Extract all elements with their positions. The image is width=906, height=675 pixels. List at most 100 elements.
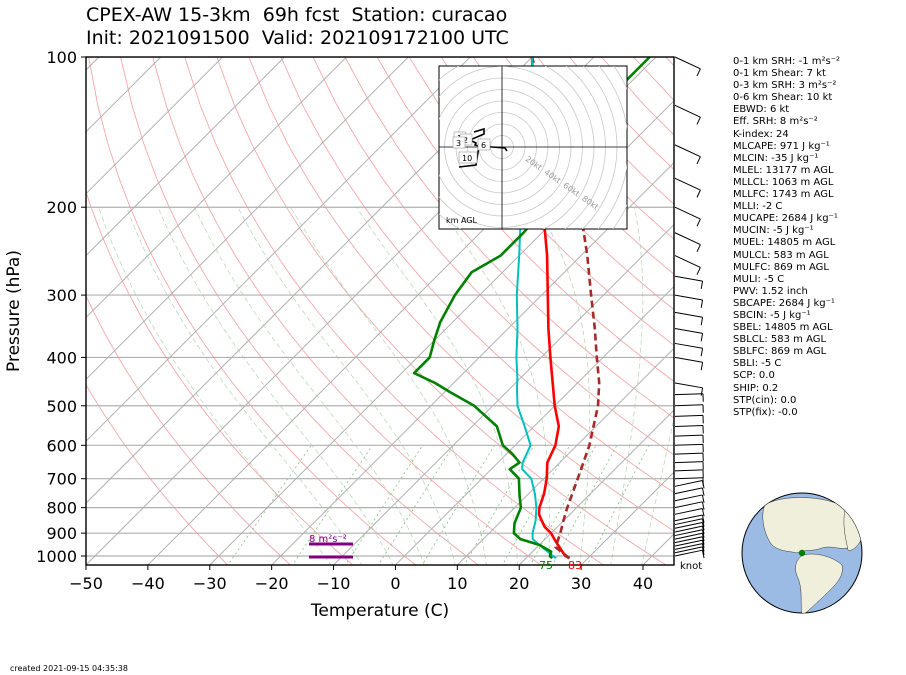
x-tick-label: 20 xyxy=(509,574,529,593)
y-tick-label: 200 xyxy=(46,198,77,217)
wind-barb xyxy=(674,518,705,527)
wind-barb xyxy=(674,514,705,523)
plot-frame xyxy=(85,56,675,566)
parameter-line: SBLCL: 583 m AGL xyxy=(733,334,827,346)
y-tick-label: 400 xyxy=(46,348,77,367)
parameter-line: PWV: 1.52 inch xyxy=(733,285,808,297)
hodograph-label: km AGL xyxy=(446,216,478,225)
wind-barb xyxy=(674,536,705,545)
moist-adiabat-line xyxy=(290,206,487,565)
dry-adiabat-line xyxy=(88,57,417,565)
parameter-line: MLEL: 13177 m AGL xyxy=(733,164,834,176)
isotherm-line xyxy=(209,100,674,565)
wind-barb xyxy=(674,404,704,413)
parameters-list: 0-1 km SRH: -1 m²s⁻² 0-1 km Shear: 7 kt 0-… xyxy=(733,56,840,419)
parameter-line: EBWD: 6 kt xyxy=(733,104,790,116)
dry-adiabat-line xyxy=(86,383,229,565)
parameter-line: MULFC: 869 m AGL xyxy=(733,261,829,273)
wind-barb xyxy=(674,414,704,424)
parameter-line: MULCL: 583 m AGL xyxy=(733,249,829,261)
moist-adiabat-line xyxy=(98,207,332,565)
parameter-line: SBEL: 14805 m AGL xyxy=(733,322,833,334)
wind-barb xyxy=(674,469,704,478)
y-axis-label: Pressure (hPa) xyxy=(4,250,24,372)
wind-barb xyxy=(674,311,704,326)
station-marker xyxy=(798,549,806,557)
parameter-line: 0-3 km SRH: 3 m²s⁻² xyxy=(733,80,837,92)
wind-barb xyxy=(674,543,705,552)
wind-barb xyxy=(674,525,705,535)
parameter-line: K-index: 24 xyxy=(733,128,789,140)
y-tick-label: 1000 xyxy=(36,547,77,566)
isotherm-line xyxy=(86,57,409,381)
wind-barb xyxy=(674,294,704,308)
wind-barb xyxy=(674,546,705,555)
moist-adiabat-line xyxy=(610,207,644,565)
x-axis-label: Temperature (C) xyxy=(310,601,449,621)
mixing-ratio-line xyxy=(292,445,373,565)
wind-barb xyxy=(674,521,705,531)
wind-barb xyxy=(674,443,704,453)
parameter-line: SBCIN: -5 J kg⁻¹ xyxy=(733,309,811,321)
mixing-ratio-line xyxy=(345,445,423,565)
dry-adiabat-line xyxy=(152,57,542,565)
dry-adiabat-line xyxy=(472,57,674,275)
temperature-surface-label: 83 xyxy=(568,559,582,572)
isotherm-line xyxy=(270,161,674,565)
x-tick-label: −10 xyxy=(317,574,351,593)
isotherm-line xyxy=(518,409,674,565)
moist-adiabat-line xyxy=(438,206,550,565)
parameter-line: MLCAPE: 971 J kg⁻¹ xyxy=(733,140,830,152)
wind-barb xyxy=(674,477,704,486)
hodograph-height-box xyxy=(458,151,478,164)
dry-adiabat-line xyxy=(86,190,354,565)
parameter-line: MUEL: 14805 m AGL xyxy=(733,237,836,249)
wind-barb xyxy=(674,549,705,559)
parameter-line: MLLFC: 1743 m AGL xyxy=(733,189,834,201)
isotherm-line xyxy=(580,471,674,565)
wind-barb xyxy=(674,501,705,510)
wind-barb xyxy=(674,539,705,549)
dewpoint-surface-label: 75 xyxy=(539,559,553,572)
isotherm-line xyxy=(86,57,347,319)
dry-adiabat-line xyxy=(280,57,674,494)
srh-annotation: 8 m²s⁻² xyxy=(309,534,347,545)
parameter-line: SHIP: 0.2 xyxy=(733,382,779,394)
dry-adiabat-line xyxy=(86,294,292,565)
hodograph-height-label: 3 xyxy=(456,139,461,148)
parameter-line: SBCAPE: 2684 J kg⁻¹ xyxy=(733,297,835,309)
isotherm-line xyxy=(86,57,471,442)
x-tick-label: −40 xyxy=(131,574,165,593)
wind-barb xyxy=(674,529,705,538)
hodograph-height-label: 2 xyxy=(463,136,468,145)
wind-barb xyxy=(674,56,701,77)
south-america-shape xyxy=(795,553,843,613)
wind-barb xyxy=(674,452,704,462)
parameter-line: Eff. SRH: 8 m²s⁻² xyxy=(733,116,818,128)
parameter-line: MUCIN: -5 J kg⁻¹ xyxy=(733,225,814,237)
x-tick-label: 30 xyxy=(571,574,591,593)
isotherm-line xyxy=(456,347,674,565)
y-tick-label: 700 xyxy=(46,470,77,489)
wind-barb xyxy=(674,275,704,290)
mixing-ratio-line xyxy=(463,445,535,565)
barb-unit-label: knot xyxy=(680,561,702,572)
dry-adiabat-line xyxy=(344,57,674,419)
parameter-line: MUCAPE: 2684 J kg⁻¹ xyxy=(733,213,838,225)
parameter-line: SBLFC: 869 m AGL xyxy=(733,346,827,358)
x-tick-label: −30 xyxy=(193,574,227,593)
isotherm-line xyxy=(332,223,674,565)
isotherm-line xyxy=(86,57,224,195)
parameter-line: STP(cin): 0.0 xyxy=(733,394,797,406)
wind-barb xyxy=(674,327,704,342)
moist-adiabat-line xyxy=(126,207,363,565)
y-tick-label: 900 xyxy=(46,524,77,543)
wind-barb xyxy=(674,434,704,444)
moist-adiabat-line xyxy=(194,207,425,565)
dry-adiabat-line xyxy=(440,57,674,311)
moist-adiabat-line xyxy=(641,416,674,565)
parameter-line: SCP: 0.0 xyxy=(733,370,775,382)
y-tick-label: 300 xyxy=(46,286,77,305)
dry-adiabat-line xyxy=(248,57,674,532)
